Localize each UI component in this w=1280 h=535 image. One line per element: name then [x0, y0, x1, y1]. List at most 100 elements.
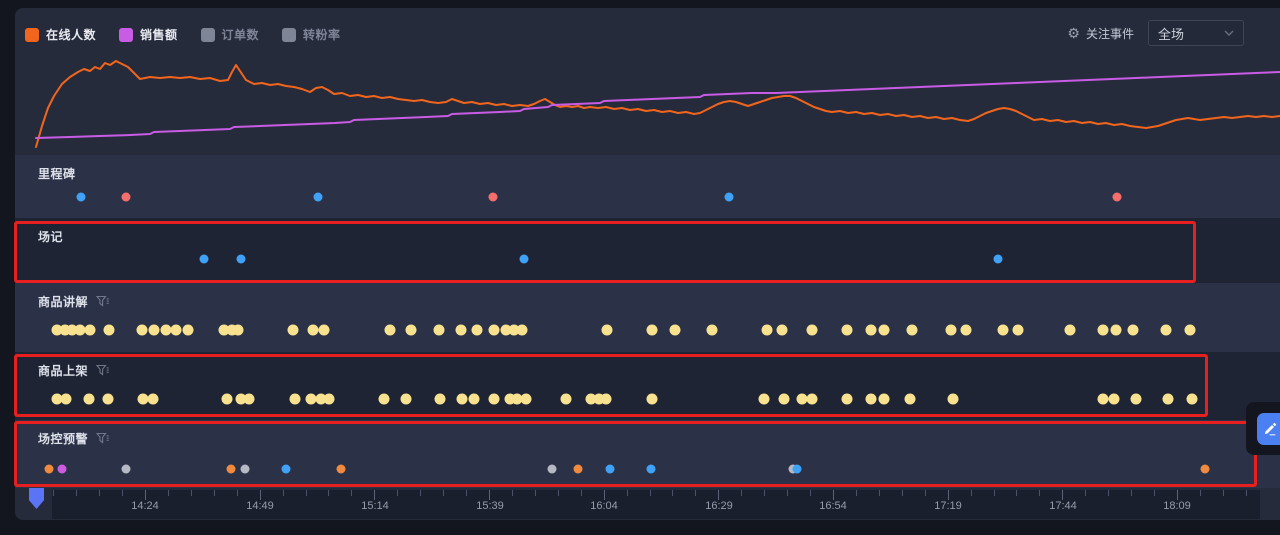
- event-dot-yellow[interactable]: [1127, 324, 1139, 336]
- event-dot-yellow[interactable]: [761, 324, 773, 336]
- event-dot-gray[interactable]: [547, 464, 557, 474]
- event-dot-yellow[interactable]: [778, 393, 790, 405]
- event-dot-yellow[interactable]: [1186, 393, 1198, 405]
- event-dot-yellow[interactable]: [51, 393, 63, 405]
- event-dot-yellow[interactable]: [646, 393, 658, 405]
- event-dot-yellow[interactable]: [243, 393, 255, 405]
- scope-select[interactable]: 全场: [1148, 20, 1244, 46]
- event-dot-yellow[interactable]: [137, 393, 149, 405]
- event-dot-purple[interactable]: [57, 464, 67, 474]
- event-dot-yellow[interactable]: [806, 393, 818, 405]
- event-dot-yellow[interactable]: [471, 324, 483, 336]
- event-dot-yellow[interactable]: [1184, 324, 1196, 336]
- event-dot-yellow[interactable]: [305, 393, 317, 405]
- event-dot-yellow[interactable]: [841, 393, 853, 405]
- event-dot-yellow[interactable]: [776, 324, 788, 336]
- event-dot-blue[interactable]: [724, 192, 734, 202]
- event-dot-blue[interactable]: [993, 254, 1003, 264]
- legend-item-sales[interactable]: 销售额: [119, 26, 178, 43]
- event-dot-yellow[interactable]: [136, 324, 148, 336]
- event-dot-orange[interactable]: [573, 464, 583, 474]
- event-dot-yellow[interactable]: [160, 324, 172, 336]
- event-dot-yellow[interactable]: [323, 393, 335, 405]
- event-dot-yellow[interactable]: [585, 393, 597, 405]
- event-dot-yellow[interactable]: [758, 393, 770, 405]
- event-dot-yellow[interactable]: [287, 324, 299, 336]
- event-dot-yellow[interactable]: [878, 324, 890, 336]
- edit-button[interactable]: [1257, 413, 1280, 445]
- event-dot-orange[interactable]: [226, 464, 236, 474]
- event-dot-blue[interactable]: [792, 464, 802, 474]
- event-dot-red[interactable]: [121, 192, 131, 202]
- event-dot-yellow[interactable]: [221, 393, 233, 405]
- event-dot-yellow[interactable]: [66, 324, 78, 336]
- event-dot-yellow[interactable]: [74, 324, 86, 336]
- event-dot-yellow[interactable]: [1160, 324, 1172, 336]
- event-dot-yellow[interactable]: [865, 393, 877, 405]
- event-dot-yellow[interactable]: [997, 324, 1009, 336]
- event-dot-orange[interactable]: [1200, 464, 1210, 474]
- event-dot-blue[interactable]: [313, 192, 323, 202]
- event-dot-yellow[interactable]: [468, 393, 480, 405]
- event-dot-yellow[interactable]: [504, 393, 516, 405]
- event-dot-orange[interactable]: [44, 464, 54, 474]
- event-dot-yellow[interactable]: [600, 393, 612, 405]
- event-dot-yellow[interactable]: [865, 324, 877, 336]
- event-dot-yellow[interactable]: [947, 393, 959, 405]
- event-dot-red[interactable]: [1112, 192, 1122, 202]
- event-dot-yellow[interactable]: [516, 324, 528, 336]
- legend-item-orders[interactable]: 订单数: [200, 26, 260, 43]
- event-dot-yellow[interactable]: [945, 324, 957, 336]
- event-dot-yellow[interactable]: [433, 324, 445, 336]
- event-dot-yellow[interactable]: [51, 324, 63, 336]
- event-dot-gray[interactable]: [121, 464, 131, 474]
- event-dot-yellow[interactable]: [226, 324, 238, 336]
- event-dot-gray[interactable]: [240, 464, 250, 474]
- event-dot-yellow[interactable]: [378, 393, 390, 405]
- event-dot-yellow[interactable]: [170, 324, 182, 336]
- event-dot-blue[interactable]: [281, 464, 291, 474]
- event-dot-yellow[interactable]: [796, 393, 808, 405]
- event-dot-yellow[interactable]: [906, 324, 918, 336]
- event-dot-yellow[interactable]: [84, 324, 96, 336]
- event-dot-blue[interactable]: [605, 464, 615, 474]
- event-dot-yellow[interactable]: [232, 324, 244, 336]
- event-dot-yellow[interactable]: [904, 393, 916, 405]
- event-dot-yellow[interactable]: [669, 324, 681, 336]
- event-dot-blue[interactable]: [199, 254, 209, 264]
- event-dot-orange[interactable]: [336, 464, 346, 474]
- event-dot-yellow[interactable]: [1110, 324, 1122, 336]
- event-dot-yellow[interactable]: [147, 393, 159, 405]
- event-dot-yellow[interactable]: [455, 324, 467, 336]
- event-dot-yellow[interactable]: [1064, 324, 1076, 336]
- event-dot-yellow[interactable]: [400, 393, 412, 405]
- event-dot-yellow[interactable]: [289, 393, 301, 405]
- event-dot-yellow[interactable]: [60, 393, 72, 405]
- event-dot-yellow[interactable]: [593, 393, 605, 405]
- event-dot-yellow[interactable]: [83, 393, 95, 405]
- event-dot-yellow[interactable]: [1012, 324, 1024, 336]
- filter-icon[interactable]: [96, 432, 109, 445]
- event-dot-yellow[interactable]: [103, 324, 115, 336]
- event-dot-yellow[interactable]: [488, 324, 500, 336]
- timeline-slider-handle[interactable]: [29, 488, 44, 509]
- event-dot-yellow[interactable]: [1108, 393, 1120, 405]
- event-dot-yellow[interactable]: [434, 393, 446, 405]
- event-dot-blue[interactable]: [76, 192, 86, 202]
- event-dot-yellow[interactable]: [508, 324, 520, 336]
- event-dot-yellow[interactable]: [405, 324, 417, 336]
- legend-item-online-users[interactable]: 在线人数: [25, 26, 96, 43]
- event-dot-yellow[interactable]: [182, 324, 194, 336]
- event-dot-yellow[interactable]: [520, 393, 532, 405]
- event-dot-yellow[interactable]: [646, 324, 658, 336]
- event-dot-blue[interactable]: [519, 254, 529, 264]
- event-dot-yellow[interactable]: [318, 324, 330, 336]
- event-dot-yellow[interactable]: [500, 324, 512, 336]
- event-dot-blue[interactable]: [236, 254, 246, 264]
- event-dot-yellow[interactable]: [878, 393, 890, 405]
- follow-events-control[interactable]: ⚙ 关注事件: [1067, 25, 1134, 42]
- event-dot-red[interactable]: [488, 192, 498, 202]
- event-dot-yellow[interactable]: [1097, 393, 1109, 405]
- event-dot-yellow[interactable]: [59, 324, 71, 336]
- filter-icon[interactable]: [96, 364, 109, 377]
